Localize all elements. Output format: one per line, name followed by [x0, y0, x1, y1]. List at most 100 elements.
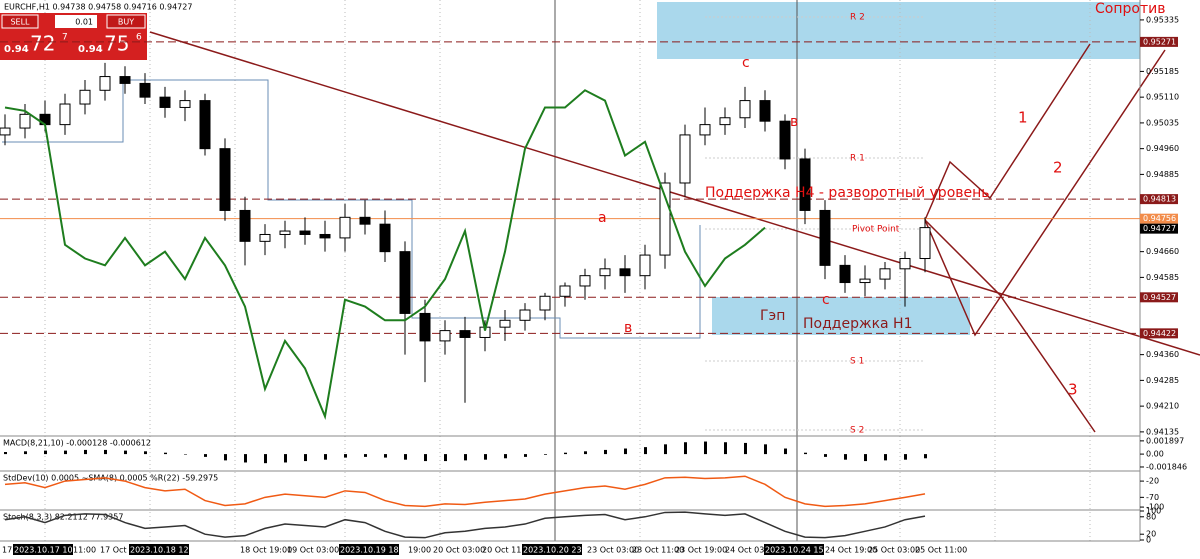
time-label: 20 Oct 11:00 — [482, 546, 534, 555]
macd-bar — [84, 449, 87, 455]
y-tick-label: 0.95185 — [1146, 67, 1179, 76]
sell-sup[interactable]: 7 — [62, 33, 68, 43]
symbol-info: EURCHF,H1 0.94738 0.94758 0.94716 0.9472… — [4, 3, 192, 12]
macd-bar — [284, 454, 287, 463]
macd-bar — [404, 454, 407, 460]
time-label: 23 Oct 03:00 — [587, 546, 639, 555]
macd-bar — [524, 454, 527, 457]
sell-label[interactable]: SELL — [10, 18, 30, 27]
sell-button[interactable] — [1, 14, 39, 29]
buy-big[interactable]: 75 — [104, 32, 129, 56]
candle-body — [79, 89, 91, 105]
pivot-lines — [705, 16, 925, 431]
time-label: 25 Oct 11:00 — [915, 546, 967, 555]
macd-bar — [424, 454, 427, 462]
candle-body — [699, 124, 711, 136]
time-label: 20 Oct 03:00 — [433, 546, 485, 555]
buy-prefix[interactable]: 0.94 — [78, 44, 103, 55]
buy-label[interactable]: BUY — [118, 18, 134, 27]
lot-input[interactable] — [55, 15, 97, 28]
y-tick-label: 0.94360 — [1146, 350, 1179, 359]
arrow-2 — [924, 49, 1166, 337]
buy-button[interactable] — [106, 14, 146, 29]
candle-body — [579, 275, 591, 287]
candle-body — [0, 127, 11, 136]
buy-sup[interactable]: 6 — [136, 33, 142, 43]
macd-bar — [924, 454, 927, 459]
macd-bar — [4, 452, 7, 455]
candle-body — [439, 330, 451, 342]
y-tick-label: 0.94285 — [1146, 376, 1179, 385]
macd-bar — [204, 454, 207, 457]
candle-body — [779, 120, 791, 160]
level-label: 0.94727 — [1143, 224, 1176, 233]
candle-body — [139, 82, 151, 98]
time-label: 24 Oct 19:00 — [825, 546, 877, 555]
macd-bar — [584, 451, 587, 455]
macd-bar — [804, 452, 807, 455]
candle-body — [519, 309, 531, 321]
macd-bar — [724, 442, 727, 455]
y-tick-label: 0.94585 — [1146, 273, 1179, 282]
y-tick-label: 0.94135 — [1146, 427, 1179, 436]
time-tag — [13, 544, 73, 555]
time-tag — [339, 544, 399, 555]
annotation: в — [790, 114, 798, 130]
macd-bar — [684, 442, 687, 455]
time-label: 25 Oct 03:00 — [868, 546, 920, 555]
time-label: 2023.10.17 10:00 — [14, 546, 85, 555]
candle-body — [99, 76, 111, 91]
macd-bar — [864, 454, 867, 462]
macd-bar — [464, 454, 467, 461]
y-tick-label: 0.94210 — [1146, 402, 1179, 411]
candle-body — [639, 254, 651, 277]
level-label: 0.94813 — [1143, 195, 1176, 204]
y-tick-label: 20 — [1146, 530, 1156, 539]
macd-bar — [824, 454, 827, 457]
y-tick-label: 0 — [1146, 536, 1151, 545]
time-label: 23 Oct 11:00 — [632, 546, 684, 555]
candle-body — [819, 209, 831, 266]
time-label: 18 Oct 19:00 — [240, 546, 292, 555]
level-tag — [1140, 36, 1178, 47]
y-tick-label: 0.94960 — [1146, 144, 1179, 153]
candle-body — [319, 233, 331, 239]
gap-zone — [712, 297, 970, 335]
level-tag — [1140, 213, 1178, 224]
candle-body — [199, 100, 211, 150]
y-tick-label: -20 — [1146, 477, 1159, 486]
trendline — [149, 31, 1200, 356]
time-label: 17 — [2, 546, 12, 555]
y-tick-label: 0.94660 — [1146, 247, 1179, 256]
time-tag — [129, 544, 189, 555]
candle-body — [239, 209, 251, 242]
candle-body — [279, 230, 291, 235]
arrow-3 — [924, 219, 1096, 433]
macd-bar — [64, 450, 67, 455]
macd-bar — [504, 454, 507, 459]
lot-value[interactable]: 0.01 — [75, 18, 93, 27]
candle-body — [599, 268, 611, 277]
y-tick-label: 0.95335 — [1146, 15, 1179, 24]
y-tick-label: -0.001846 — [1146, 462, 1187, 471]
time-tag — [522, 544, 582, 555]
candle-body — [359, 216, 371, 225]
annotation: с — [742, 55, 750, 71]
time-label: 2023.10.20 23:00 — [523, 546, 594, 555]
candle-body — [859, 278, 871, 284]
level-label: 0.94527 — [1143, 293, 1176, 302]
candle-body — [59, 103, 71, 126]
candle-body — [19, 113, 31, 129]
candle-body — [679, 134, 691, 184]
sell-big[interactable]: 72 — [30, 32, 55, 56]
annotation: Pivot Point — [852, 225, 900, 235]
y-tick-label: 0.001897 — [1146, 436, 1184, 445]
macd-bar — [364, 454, 367, 457]
macd-bar — [784, 448, 787, 455]
time-tag — [764, 544, 824, 555]
overlay-line — [4, 89, 766, 421]
sell-prefix[interactable]: 0.94 — [4, 44, 29, 55]
macd-bar — [44, 450, 47, 455]
arrow-1 — [924, 43, 1091, 221]
